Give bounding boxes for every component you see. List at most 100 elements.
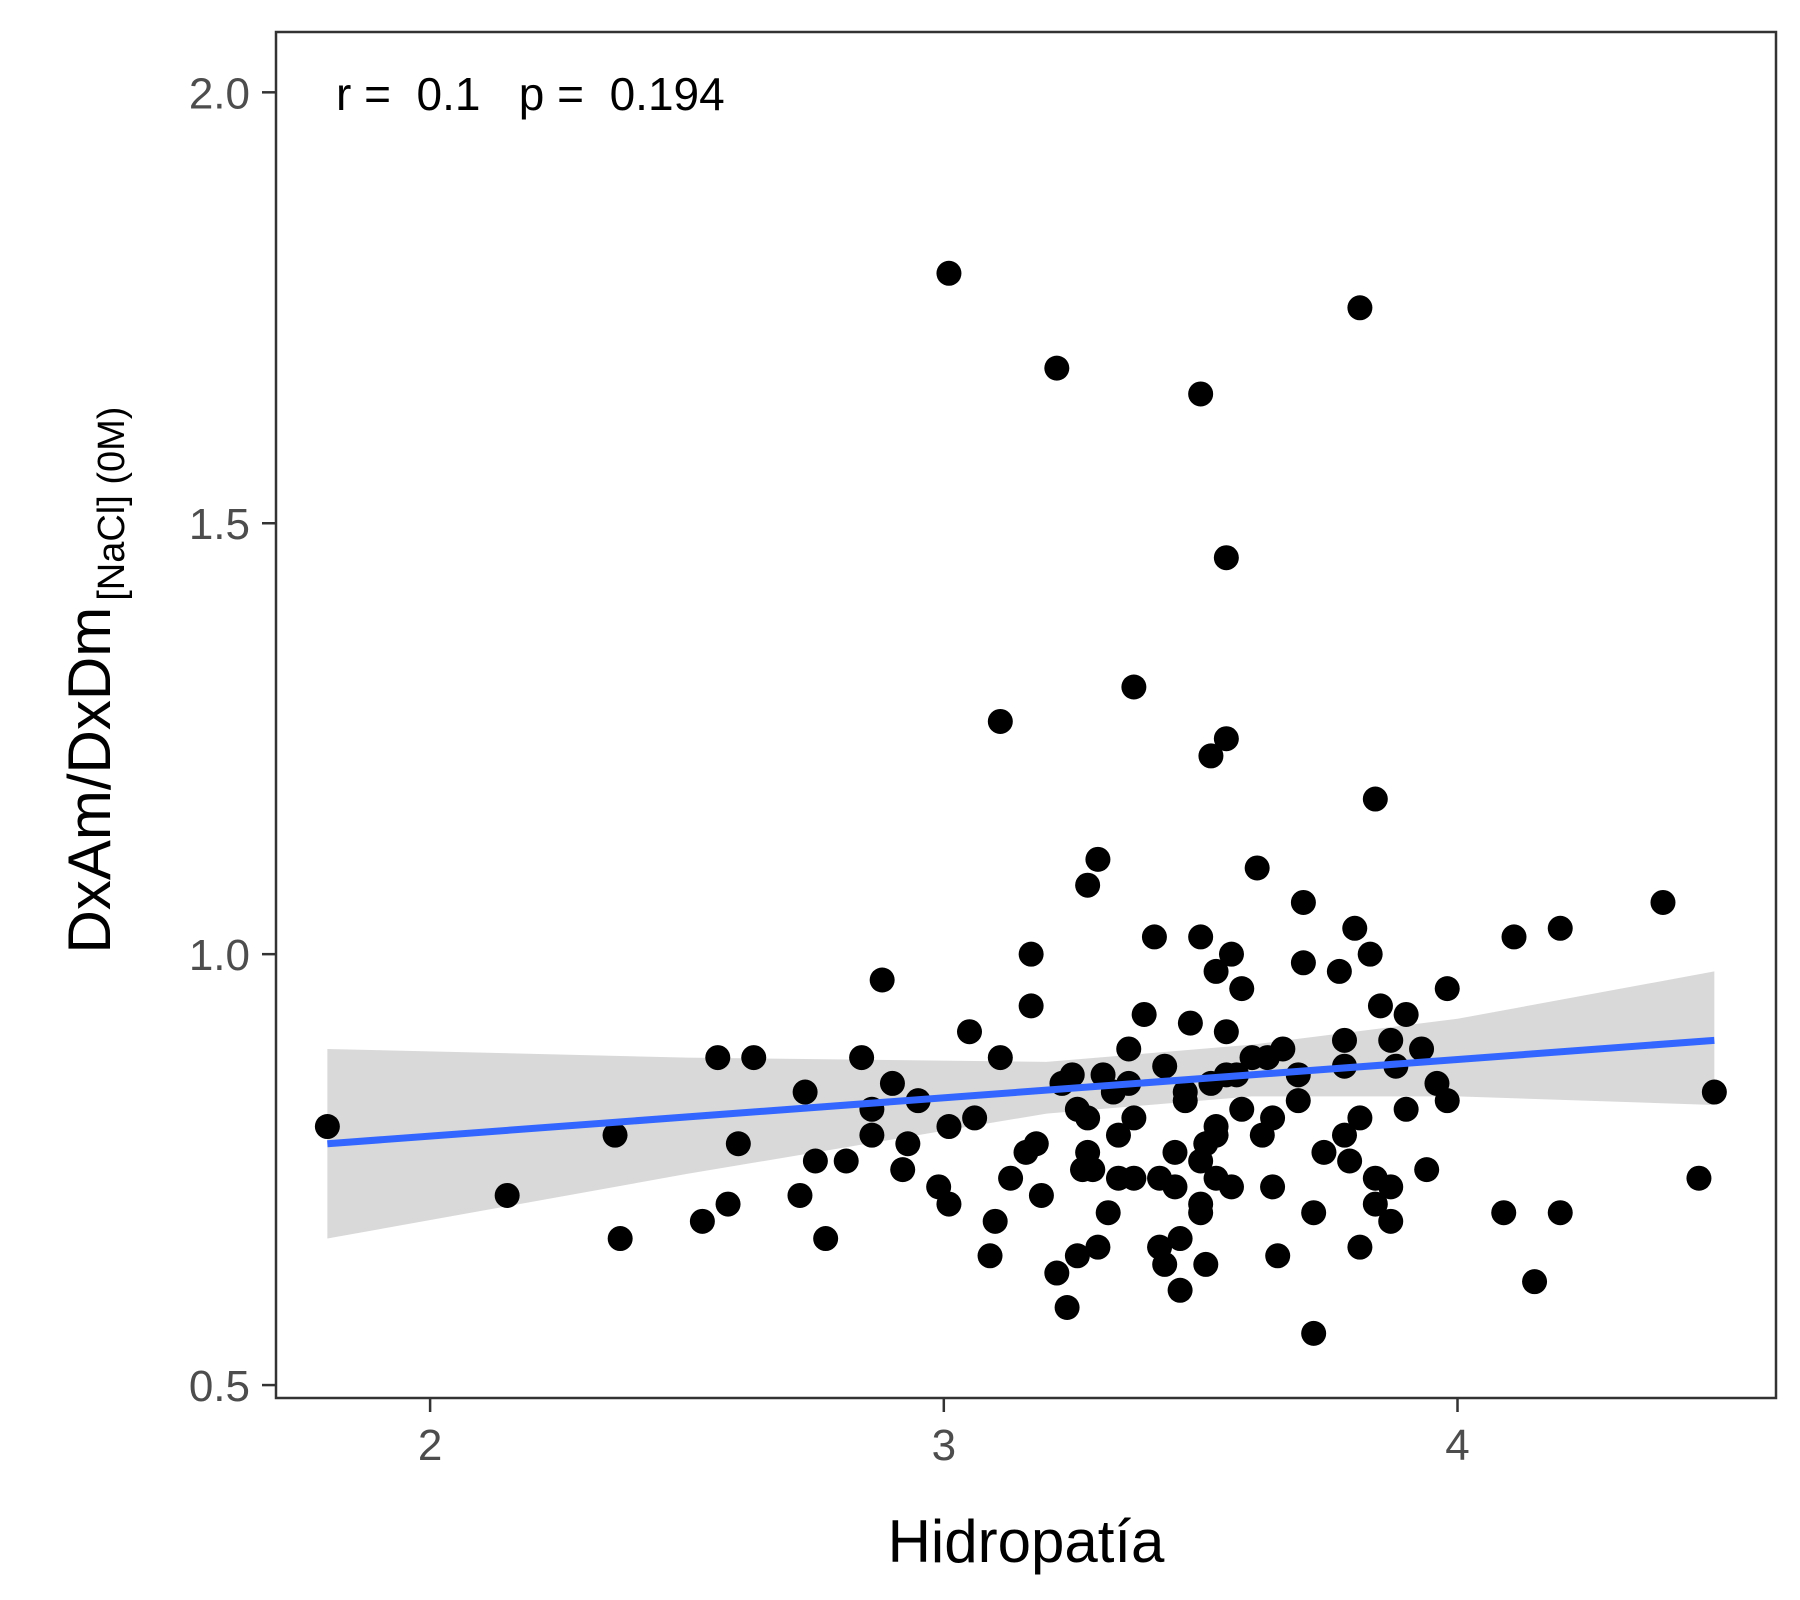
data-point — [1203, 1122, 1229, 1148]
data-point — [1172, 1079, 1198, 1105]
data-point — [1229, 976, 1255, 1002]
data-point — [1347, 295, 1373, 321]
data-point — [1547, 1200, 1573, 1226]
data-point — [1044, 1260, 1070, 1286]
x-axis: 2 3 4 — [418, 1398, 1470, 1470]
data-point — [1434, 976, 1460, 1002]
data-point — [1337, 1148, 1363, 1174]
data-point — [1367, 993, 1393, 1019]
data-point — [1116, 1036, 1142, 1062]
data-point — [1414, 1157, 1440, 1183]
y-tick-label: 2.0 — [189, 69, 250, 118]
data-point — [1260, 1174, 1286, 1200]
x-axis-title: Hidropatía — [888, 1508, 1165, 1575]
data-point — [1188, 1148, 1214, 1174]
correlation-annotation: r = 0.1 p = 0.194 — [336, 68, 725, 120]
data-point — [859, 1122, 885, 1148]
data-point — [1213, 1019, 1239, 1045]
y-axis-title-subscript: [NaCl] (0M) — [91, 407, 133, 601]
data-point — [741, 1045, 767, 1071]
data-point — [725, 1131, 751, 1157]
x-tick-label: 2 — [418, 1421, 442, 1470]
data-point — [1075, 872, 1101, 898]
data-point — [787, 1182, 813, 1208]
y-axis-title-main: DxAm/DxDm — [56, 607, 123, 954]
data-point — [1362, 1191, 1388, 1217]
data-point — [1121, 1105, 1147, 1131]
data-point — [977, 1243, 1003, 1269]
data-point — [1198, 743, 1224, 769]
data-point — [1409, 1036, 1435, 1062]
data-point — [1188, 381, 1214, 407]
data-point — [1193, 1251, 1219, 1277]
data-point — [1244, 855, 1270, 881]
data-point — [1434, 1088, 1460, 1114]
data-point — [936, 1191, 962, 1217]
data-point — [1044, 355, 1070, 381]
data-point — [1393, 1001, 1419, 1027]
data-point — [1301, 1200, 1327, 1226]
data-point — [890, 1157, 916, 1183]
data-point — [998, 1165, 1024, 1191]
data-point — [1393, 1096, 1419, 1122]
data-point — [1285, 1088, 1311, 1114]
regression-line — [327, 1036, 1715, 1148]
data-point — [1177, 1010, 1203, 1036]
data-point — [689, 1208, 715, 1234]
panel-border — [274, 30, 1778, 1400]
data-point — [1070, 1157, 1096, 1183]
data-point — [1326, 958, 1352, 984]
data-point — [1522, 1269, 1548, 1295]
data-point — [1347, 1234, 1373, 1260]
data-point — [936, 260, 962, 286]
data-point — [1491, 1200, 1517, 1226]
data-point — [1378, 1174, 1404, 1200]
data-point — [869, 967, 895, 993]
data-point — [1229, 1096, 1255, 1122]
y-tick-label: 1.5 — [189, 500, 250, 549]
data-point — [494, 1182, 520, 1208]
data-point — [1362, 786, 1388, 812]
data-point — [1018, 993, 1044, 1019]
data-point — [1357, 941, 1383, 967]
data-point — [1686, 1165, 1712, 1191]
data-point — [1152, 1053, 1178, 1079]
data-point — [705, 1045, 731, 1071]
data-point — [1701, 1079, 1727, 1105]
data-point — [715, 1191, 741, 1217]
y-tick-label: 0.5 — [189, 1362, 250, 1411]
data-point — [1290, 889, 1316, 915]
data-point — [1301, 1320, 1327, 1346]
data-point — [1347, 1105, 1373, 1131]
y-axis-title: DxAm/DxDm [NaCl] (0M) — [56, 407, 133, 954]
data-point — [1064, 1243, 1090, 1269]
data-point — [987, 708, 1013, 734]
data-point — [1121, 1165, 1147, 1191]
data-point — [879, 1070, 905, 1096]
data-point — [849, 1045, 875, 1071]
data-point — [936, 1114, 962, 1140]
data-point — [813, 1226, 839, 1252]
data-point — [1131, 1001, 1157, 1027]
data-point — [1188, 924, 1214, 950]
data-point — [1162, 1174, 1188, 1200]
data-point — [1213, 726, 1239, 752]
data-point — [1162, 1139, 1188, 1165]
data-point — [1095, 1200, 1121, 1226]
data-point — [1331, 1122, 1357, 1148]
data-point — [1085, 1234, 1111, 1260]
data-point — [1167, 1226, 1193, 1252]
data-point — [1290, 950, 1316, 976]
x-tick-label: 3 — [932, 1421, 956, 1470]
data-point — [1249, 1122, 1275, 1148]
data-point — [1013, 1139, 1039, 1165]
data-point — [962, 1105, 988, 1131]
data-point — [1650, 889, 1676, 915]
data-point — [1265, 1243, 1291, 1269]
data-point — [602, 1122, 628, 1148]
data-point — [1378, 1208, 1404, 1234]
data-point — [1167, 1277, 1193, 1303]
x-tick-label: 4 — [1445, 1421, 1469, 1470]
